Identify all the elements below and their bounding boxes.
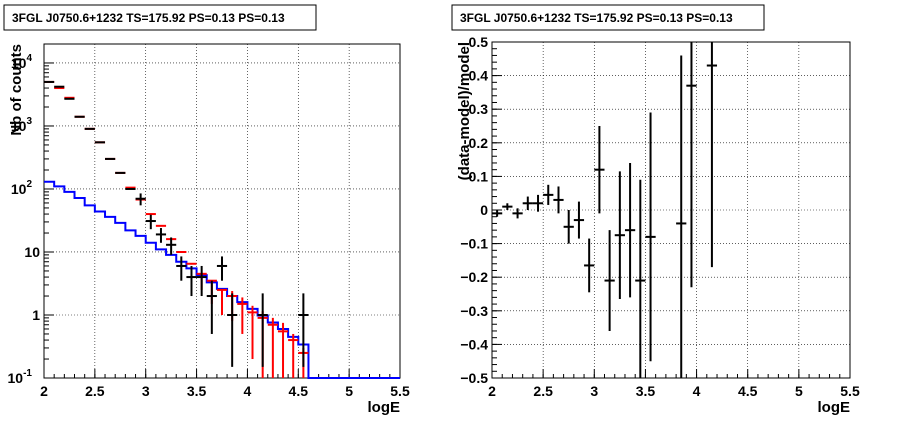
panel1-ytick-label: 10 [24,244,40,260]
panel1-xtick-label: 3 [142,383,150,399]
ytick-exponent: 2 [26,179,32,190]
panel2-grid [492,42,850,378]
panel1-xlabel: logE [368,399,401,416]
ytick-base: 1 [32,307,40,323]
panel1-ytick-label: 1 [32,307,40,323]
panel2-xtick-label: 3.5 [636,383,656,399]
ytick-base: 10 [11,181,27,197]
panel2-ytick-label: −0.3 [460,303,488,319]
panel2-xtick-label: 4 [693,383,701,399]
panel1-xtick-label: 5.5 [390,383,410,399]
panel2-points [492,42,718,378]
panel1-ytick-label: 102 [11,179,33,197]
panel1-xtick-label: 2.5 [85,383,105,399]
panel2-xaxis: 2 2.5 3 3.5 4 4.5 5 5.5 [488,369,860,399]
panel2-ytick-label: 0.1 [469,168,489,184]
panel1-xtick-label: 5 [345,383,353,399]
panel1-ylabel: Nb of counts [8,44,25,136]
panel2-ylabel: (data-model)/model [456,42,473,180]
panel1-xtick-label: 2 [40,383,48,399]
panel2-xtick-label: 4.5 [738,383,758,399]
ytick-exponent: 3 [26,116,32,127]
panel1-ytick-label: 10-1 [8,368,33,386]
panel1-ytick-label: 103 [11,116,33,134]
ytick-base: 10 [11,118,27,134]
panel2-xtick-label: 2 [488,383,496,399]
panel1-series-2 [44,80,309,367]
panel2-xtick-label: 5 [795,383,803,399]
panel1-ytick-label: 104 [11,53,33,71]
panel1-title-box [3,4,317,31]
panel2-title-text: 3FGL J0750.6+1232 TS=175.92 PS=0.13 PS=0… [460,11,733,25]
panel2-ytick-label: −0.4 [460,336,488,352]
panel1-title-text: 3FGL J0750.6+1232 TS=175.92 PS=0.13 PS=0… [12,11,285,25]
panel2-ytick-label: 0 [480,202,488,218]
panel2-ytick-label: −0.2 [460,269,488,285]
panel2-ytick-label: 0.5 [469,34,489,50]
panel2-ytick-label: −0.5 [460,370,488,386]
panel2-yaxis: −0.5 −0.4 −0.3 −0.2 −0.1 0 0.1 0.2 0.3 0.4 0.5 [460,34,502,386]
panel1-title: 3FGL J0750.6+1232 TS=175.92 PS=0.13 PS=0… [3,4,317,31]
panel1-xtick-label: 3.5 [187,383,207,399]
panel2-title-box [451,4,765,31]
panel2-title: 3FGL J0750.6+1232 TS=175.92 PS=0.13 PS=0… [451,4,765,31]
ytick-base: 10 [11,55,27,71]
panel2-ytick-label: 0.4 [469,68,489,84]
panel2-xtick-label: 5.5 [840,383,860,399]
panel2-xlabel: logE [818,399,851,416]
ytick-exponent: 4 [26,53,32,64]
ytick-base: 10 [8,370,24,386]
panel2-xtick-label: 3 [590,383,598,399]
panel2-ytick-label: 0.2 [469,135,489,151]
ytick-base: 10 [24,244,40,260]
panel1-xtick-label: 4 [244,383,252,399]
panel2-ytick-label: 0.3 [469,101,489,117]
panel1-series-1 [44,80,309,378]
panel2-xtick-label: 2.5 [533,383,553,399]
ytick-exponent: -1 [23,368,32,379]
panel1-xtick-label: 4.5 [289,383,309,399]
panel2-ytick-label: −0.1 [460,236,488,252]
panel1-frame [43,43,401,379]
panel2-frame [491,41,851,379]
panel1-xaxis: 2 2.5 3 3.5 4 4.5 5 5.5 [40,369,410,399]
